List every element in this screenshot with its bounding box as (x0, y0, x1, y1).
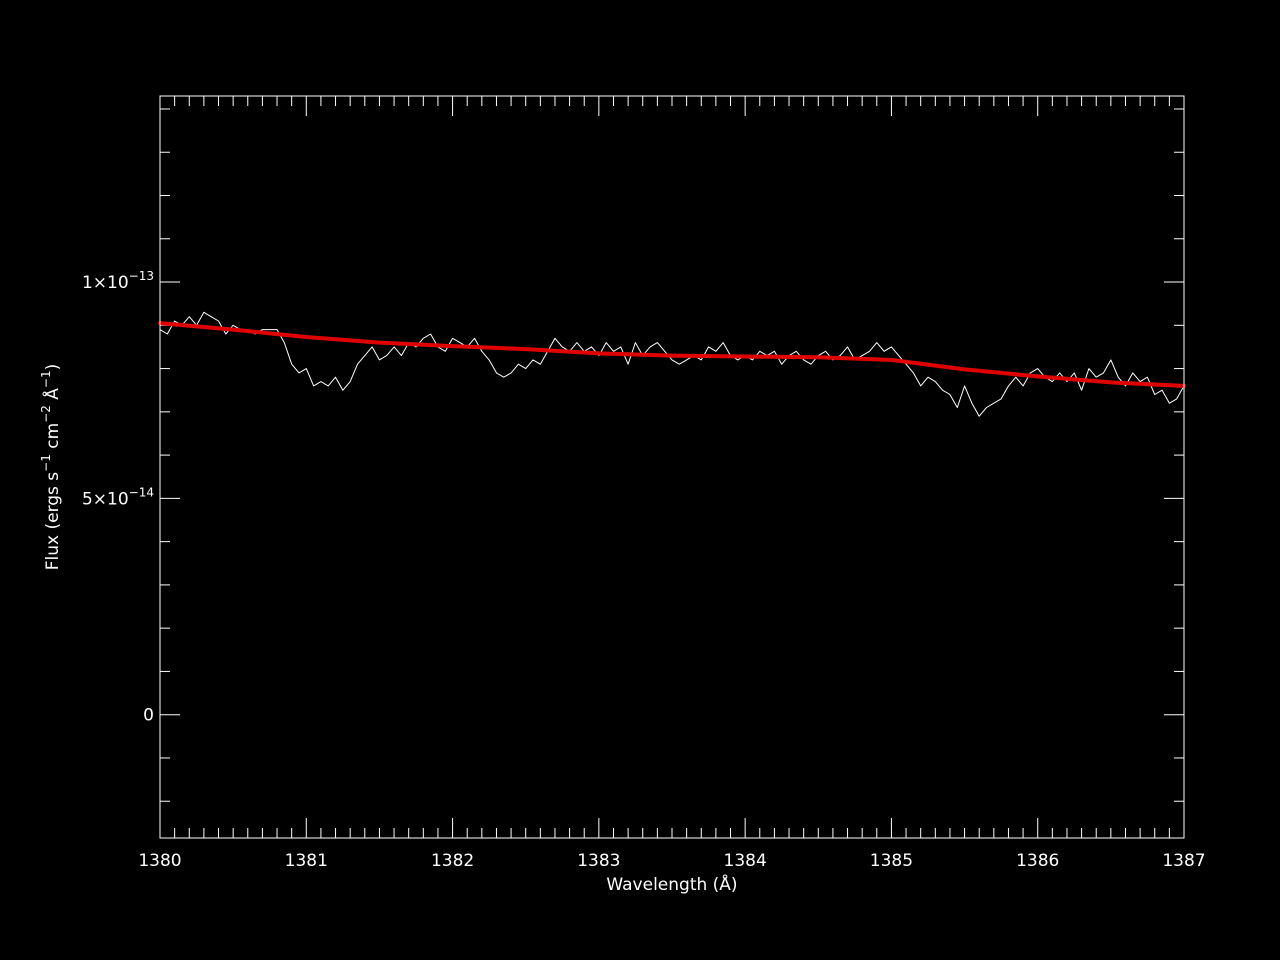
x-tick-label: 1381 (285, 851, 328, 871)
y-tick-exponent: −14 (129, 485, 154, 499)
x-tick-label: 1382 (431, 851, 474, 871)
x-tick-label: 1384 (724, 851, 767, 871)
x-tick-label: 1385 (870, 851, 913, 871)
y-tick-mantissa: 5×10 (82, 489, 129, 509)
y-axis-label-base: Flux (ergs s (43, 472, 63, 571)
model-fit-line (158, 321, 1186, 388)
y-axis-label-exp1: −1 (39, 454, 53, 472)
y-tick-mantissa: 0 (143, 706, 154, 726)
y-axis-label: Flux (ergs s−1 cm−2 Å−1) (39, 364, 63, 571)
x-tick-label: 1386 (1016, 851, 1059, 871)
series-group (158, 311, 1186, 417)
y-tick-exponent: −13 (129, 269, 154, 283)
y-axis-label-end: ) (43, 364, 63, 371)
y-axis-label-mid1: cm (43, 423, 63, 454)
y-axis-label-exp3: −1 (39, 370, 53, 388)
y-tick-label: 1×10−13 (82, 269, 154, 293)
observed-spectrum-line (159, 311, 1185, 417)
y-axis-label-mid2: Å (41, 388, 63, 405)
y-tick-label: 5×10−14 (82, 485, 154, 509)
x-axis-label: Wavelength (Å) (606, 873, 737, 895)
x-tick-label: 1380 (138, 851, 181, 871)
y-tick-mantissa: 1×10 (82, 273, 129, 293)
x-tick-labels: 1380 1381 1382 1383 1384 1385 1386 1387 (138, 851, 1205, 871)
plot-frame (159, 95, 1185, 839)
x-tick-label: 1387 (1162, 851, 1205, 871)
y-tick-labels: 1×10−13 5×10−14 0 (82, 269, 154, 726)
y-axis-label-exp2: −2 (39, 405, 53, 423)
x-tick-label: 1383 (577, 851, 620, 871)
y-tick-label: 0 (143, 706, 154, 726)
